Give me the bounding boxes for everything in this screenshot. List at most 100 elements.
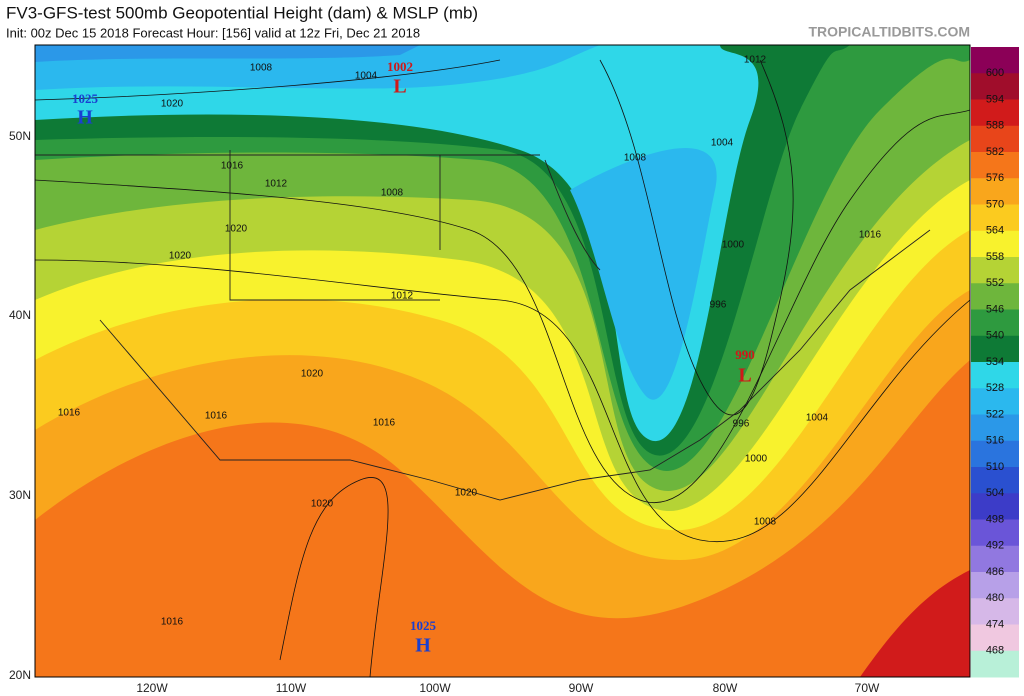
colorbar-cell — [971, 650, 1019, 678]
colorbar-label: 570 — [986, 198, 1004, 210]
subtitle: Init: 00z Dec 15 2018 Forecast Hour: [15… — [6, 25, 420, 40]
colorbar-label: 552 — [986, 277, 1004, 289]
contour-label: 1008 — [754, 517, 777, 528]
colorbar-label: 528 — [986, 382, 1004, 394]
colorbar-cell — [971, 414, 1019, 442]
colorbar-cell — [971, 73, 1019, 100]
contour-label: 996 — [710, 300, 727, 311]
colorbar-label: 564 — [986, 225, 1004, 237]
colorbar-cell — [971, 440, 1019, 468]
pressure-value: 1025 — [72, 91, 99, 106]
contour — [35, 59, 501, 101]
contour — [599, 59, 794, 416]
contour-label: 1020 — [301, 369, 324, 380]
colorbar-label: 480 — [986, 592, 1004, 604]
contour — [35, 259, 970, 543]
contour-label: 1008 — [624, 153, 647, 164]
contour-label: 1012 — [744, 55, 767, 66]
lat-label: 40N — [9, 308, 31, 322]
lon-label: 70W — [855, 681, 880, 695]
pressure-letter: L — [393, 76, 406, 98]
map-frame — [34, 44, 971, 678]
contour — [279, 477, 389, 677]
colorbar-cell — [971, 257, 1019, 284]
contour-label: 1020 — [455, 488, 478, 499]
colorbar-label: 498 — [986, 513, 1004, 525]
colorbar-cell — [971, 178, 1019, 205]
colorbar-label: 522 — [986, 408, 1004, 420]
contour-label: 1016 — [205, 411, 228, 422]
watermark: TROPICALTIDBITS.COM — [808, 24, 970, 40]
title: FV3-GFS-test 500mb Geopotential Height (… — [6, 3, 478, 22]
contour — [35, 109, 970, 503]
pressure-letter: H — [77, 107, 93, 129]
colorbar-cell — [971, 519, 1019, 547]
lat-label: 30N — [9, 488, 31, 502]
contour-label: 1016 — [221, 161, 244, 172]
map — [35, 45, 970, 677]
lat-label: 20N — [9, 668, 31, 682]
band — [35, 45, 759, 442]
pressure-letter: L — [738, 365, 751, 387]
pressure-value: 990 — [735, 347, 755, 362]
colorbar-label: 468 — [986, 645, 1004, 657]
lon-label: 80W — [713, 681, 738, 695]
band — [860, 570, 970, 677]
colorbar-cell — [971, 598, 1019, 625]
contour-labels: 1008 1004 1020 1012 1008 1004 1016 1012 … — [58, 55, 882, 628]
contour-label: 1020 — [169, 251, 192, 262]
contour-label: 1016 — [859, 230, 882, 241]
colorbar-cell — [971, 152, 1019, 179]
colorbar-label: 594 — [986, 93, 1004, 105]
colorbar-label: 486 — [986, 566, 1004, 578]
colorbar-cell — [971, 572, 1019, 599]
colorbar-label: 540 — [986, 330, 1004, 342]
colorbar-cell — [971, 545, 1019, 573]
colorbar-label: 474 — [986, 618, 1004, 630]
contour-label: 1012 — [391, 291, 414, 302]
colorbar-cell — [971, 309, 1019, 337]
lon-label: 110W — [276, 681, 307, 695]
colorbar-cell — [971, 388, 1019, 415]
band — [570, 148, 717, 400]
contour-label: 1004 — [355, 71, 378, 82]
lat-label: 50N — [9, 129, 31, 143]
colorbar-cell — [971, 335, 1019, 363]
contour-label: 1012 — [265, 179, 288, 190]
colorbar-label: 558 — [986, 251, 1004, 263]
colorbar-label: 510 — [986, 461, 1004, 473]
pressure-value: 1025 — [410, 618, 437, 633]
contour-label: 1016 — [373, 418, 396, 429]
colorbar-label: 582 — [986, 146, 1004, 158]
contour-label: 1008 — [381, 188, 404, 199]
contour-label: 996 — [733, 419, 750, 430]
lon-label: 100W — [419, 681, 451, 695]
colorbar-cell — [971, 47, 1019, 74]
colorbar-cell — [971, 230, 1019, 258]
contour-label: 1016 — [161, 617, 184, 628]
colorbar-label: 492 — [986, 540, 1004, 552]
colorbar-label: 534 — [986, 356, 1004, 368]
pressure-letter: H — [415, 635, 431, 657]
contour-label: 1016 — [58, 408, 81, 419]
border — [35, 150, 931, 501]
colorbar-cell — [971, 467, 1019, 494]
colorbar-label: 504 — [986, 487, 1004, 499]
contour-label: 1020 — [225, 224, 248, 235]
contour-label: 1020 — [311, 499, 334, 510]
lon-label: 90W — [569, 681, 594, 695]
colorbar-cell — [971, 125, 1019, 153]
band — [35, 45, 420, 62]
colorbar-cell — [971, 362, 1019, 389]
contour-label: 1004 — [711, 138, 734, 149]
contour-label: 1004 — [806, 413, 829, 424]
lon-label: 120W — [136, 681, 168, 695]
colorbar-label: 588 — [986, 120, 1004, 132]
colorbar-label: 516 — [986, 435, 1004, 447]
colorbar-cell — [971, 493, 1019, 520]
contour-label: 1020 — [161, 99, 184, 110]
colorbar-cell — [971, 99, 1019, 127]
colorbar-cell — [971, 624, 1019, 652]
colorbar-label: 546 — [986, 303, 1004, 315]
